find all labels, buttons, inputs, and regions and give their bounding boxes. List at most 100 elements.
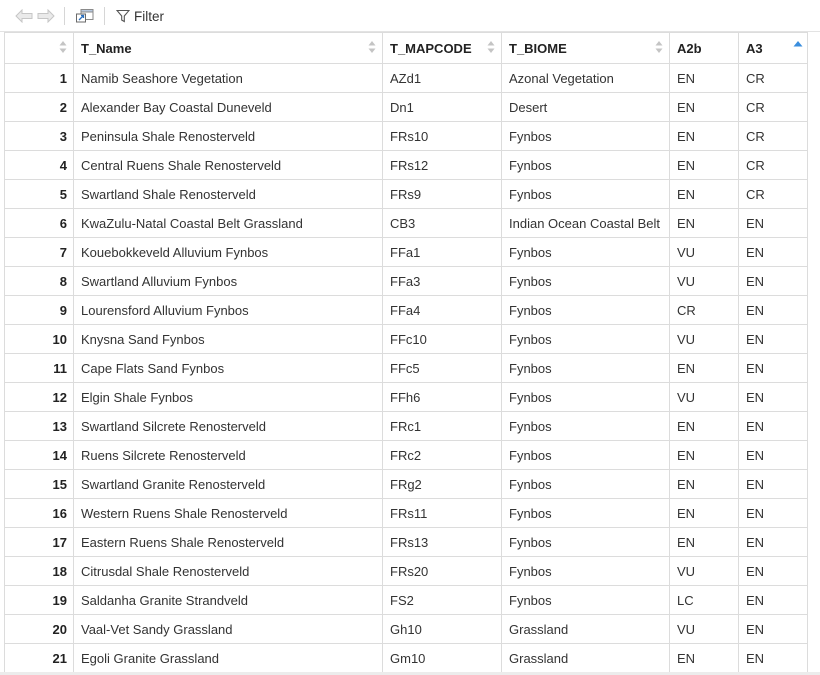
a2b-cell: VU bbox=[669, 324, 739, 354]
a3-cell: EN bbox=[738, 469, 808, 499]
t-mapcode-cell: FFc5 bbox=[382, 353, 502, 383]
a2b-cell: CR bbox=[669, 295, 739, 325]
table-row[interactable]: 12 Elgin Shale Fynbos FFh6 Fynbos VU EN bbox=[4, 382, 808, 412]
sort-icon bbox=[59, 40, 67, 54]
table-row[interactable]: 19 Saldanha Granite Strandveld FS2 Fynbos LC… bbox=[4, 585, 808, 615]
column-header-t-mapcode[interactable]: T_MAPCODE bbox=[382, 32, 502, 64]
table-row[interactable]: 1 Namib Seashore Vegetation AZd1 Azonal Veg… bbox=[4, 63, 808, 93]
t-mapcode-cell: CB3 bbox=[382, 208, 502, 238]
a3-cell: CR bbox=[738, 92, 808, 122]
t-biome-cell: Grassland bbox=[501, 643, 670, 673]
filter-icon bbox=[116, 9, 130, 23]
t-biome-cell: Fynbos bbox=[501, 237, 670, 267]
a2b-cell: VU bbox=[669, 556, 739, 586]
header-label: A2b bbox=[677, 40, 702, 56]
column-header-a3[interactable]: A3 bbox=[738, 32, 808, 64]
table-row[interactable]: 21 Egoli Granite Grassland Gm10 Grassland EN… bbox=[4, 643, 808, 673]
header-label: T_Name bbox=[81, 40, 132, 56]
t-name-cell: KwaZulu-Natal Coastal Belt Grassland bbox=[73, 208, 383, 238]
data-table: T_Name T_MAPCODE T_BIOME A2b bbox=[4, 32, 808, 673]
table-row[interactable]: 17 Eastern Ruens Shale Renosterveld FRs13 F… bbox=[4, 527, 808, 557]
filter-button[interactable]: Filter bbox=[116, 6, 172, 26]
a3-cell: EN bbox=[738, 527, 808, 557]
row-number-cell: 15 bbox=[4, 469, 74, 499]
table-row[interactable]: 10 Knysna Sand Fynbos FFc10 Fynbos VU EN bbox=[4, 324, 808, 354]
toolbar-separator bbox=[104, 7, 105, 25]
table-row[interactable]: 7 Kouebokkeveld Alluvium Fynbos FFa1 Fynbos… bbox=[4, 237, 808, 267]
a3-cell: EN bbox=[738, 382, 808, 412]
popout-button[interactable] bbox=[74, 6, 96, 26]
table-row[interactable]: 16 Western Ruens Shale Renosterveld FRs11 F… bbox=[4, 498, 808, 528]
table-row[interactable]: 18 Citrusdal Shale Renosterveld FRs20 Fynbo… bbox=[4, 556, 808, 586]
a3-cell: CR bbox=[738, 63, 808, 93]
row-number-cell: 5 bbox=[4, 179, 74, 209]
row-number-cell: 7 bbox=[4, 237, 74, 267]
sort-ascending-icon bbox=[793, 40, 803, 54]
t-name-cell: Citrusdal Shale Renosterveld bbox=[73, 556, 383, 586]
t-mapcode-cell: FFa3 bbox=[382, 266, 502, 296]
forward-button[interactable] bbox=[36, 6, 56, 26]
t-biome-cell: Azonal Vegetation bbox=[501, 63, 670, 93]
a3-cell: CR bbox=[738, 179, 808, 209]
column-header-t-biome[interactable]: T_BIOME bbox=[501, 32, 670, 64]
a2b-cell: EN bbox=[669, 179, 739, 209]
t-biome-cell: Fynbos bbox=[501, 527, 670, 557]
t-name-cell: Swartland Alluvium Fynbos bbox=[73, 266, 383, 296]
t-mapcode-cell: FRs11 bbox=[382, 498, 502, 528]
table-row[interactable]: 3 Peninsula Shale Renosterveld FRs10 Fynbos… bbox=[4, 121, 808, 151]
row-number-cell: 8 bbox=[4, 266, 74, 296]
t-biome-cell: Fynbos bbox=[501, 324, 670, 354]
a2b-cell: VU bbox=[669, 614, 739, 644]
a2b-cell: EN bbox=[669, 469, 739, 499]
table-row[interactable]: 14 Ruens Silcrete Renosterveld FRc2 Fynbos E… bbox=[4, 440, 808, 470]
table-row[interactable]: 15 Swartland Granite Renosterveld FRg2 Fynb… bbox=[4, 469, 808, 499]
filter-label: Filter bbox=[134, 8, 164, 24]
forward-arrow-icon bbox=[37, 9, 55, 23]
a2b-cell: EN bbox=[669, 498, 739, 528]
table-row[interactable]: 20 Vaal-Vet Sandy Grassland Gh10 Grassland V… bbox=[4, 614, 808, 644]
t-mapcode-cell: FRs10 bbox=[382, 121, 502, 151]
table-row[interactable]: 8 Swartland Alluvium Fynbos FFa3 Fynbos VU EN bbox=[4, 266, 808, 296]
a2b-cell: VU bbox=[669, 266, 739, 296]
header-label: T_BIOME bbox=[509, 40, 567, 56]
t-mapcode-cell: AZd1 bbox=[382, 63, 502, 93]
t-name-cell: Swartland Shale Renosterveld bbox=[73, 179, 383, 209]
t-biome-cell: Fynbos bbox=[501, 411, 670, 441]
column-header-a2b[interactable]: A2b bbox=[669, 32, 739, 64]
back-button[interactable] bbox=[14, 6, 34, 26]
t-biome-cell: Fynbos bbox=[501, 121, 670, 151]
t-name-cell: Swartland Granite Renosterveld bbox=[73, 469, 383, 499]
table-row[interactable]: 11 Cape Flats Sand Fynbos FFc5 Fynbos EN EN bbox=[4, 353, 808, 383]
column-header-t-name[interactable]: T_Name bbox=[73, 32, 383, 64]
a2b-cell: EN bbox=[669, 150, 739, 180]
t-biome-cell: Fynbos bbox=[501, 498, 670, 528]
row-number-cell: 9 bbox=[4, 295, 74, 325]
a2b-cell: LC bbox=[669, 585, 739, 615]
table-row[interactable]: 2 Alexander Bay Coastal Duneveld Dn1 Desert… bbox=[4, 92, 808, 122]
table-row[interactable]: 9 Lourensford Alluvium Fynbos FFa4 Fynbos CR… bbox=[4, 295, 808, 325]
toolbar-separator bbox=[64, 7, 65, 25]
row-number-cell: 3 bbox=[4, 121, 74, 151]
t-name-cell: Cape Flats Sand Fynbos bbox=[73, 353, 383, 383]
table-row[interactable]: 13 Swartland Silcrete Renosterveld FRc1 Fyn… bbox=[4, 411, 808, 441]
row-number-cell: 2 bbox=[4, 92, 74, 122]
a3-cell: EN bbox=[738, 295, 808, 325]
toolbar: Filter bbox=[0, 0, 820, 32]
t-name-cell: Central Ruens Shale Renosterveld bbox=[73, 150, 383, 180]
row-number-cell: 20 bbox=[4, 614, 74, 644]
horizontal-scrollbar[interactable] bbox=[0, 672, 820, 675]
a3-cell: CR bbox=[738, 150, 808, 180]
t-biome-cell: Desert bbox=[501, 92, 670, 122]
a2b-cell: EN bbox=[669, 208, 739, 238]
t-mapcode-cell: FFa1 bbox=[382, 237, 502, 267]
row-number-cell: 6 bbox=[4, 208, 74, 238]
t-name-cell: Vaal-Vet Sandy Grassland bbox=[73, 614, 383, 644]
column-header-rownum[interactable] bbox=[4, 32, 74, 64]
a2b-cell: EN bbox=[669, 527, 739, 557]
table-row[interactable]: 5 Swartland Shale Renosterveld FRs9 Fynbos E… bbox=[4, 179, 808, 209]
a2b-cell: EN bbox=[669, 440, 739, 470]
t-mapcode-cell: FRg2 bbox=[382, 469, 502, 499]
table-row[interactable]: 6 KwaZulu-Natal Coastal Belt Grassland CB3… bbox=[4, 208, 808, 238]
table-row[interactable]: 4 Central Ruens Shale Renosterveld FRs12 Fy… bbox=[4, 150, 808, 180]
t-biome-cell: Fynbos bbox=[501, 353, 670, 383]
